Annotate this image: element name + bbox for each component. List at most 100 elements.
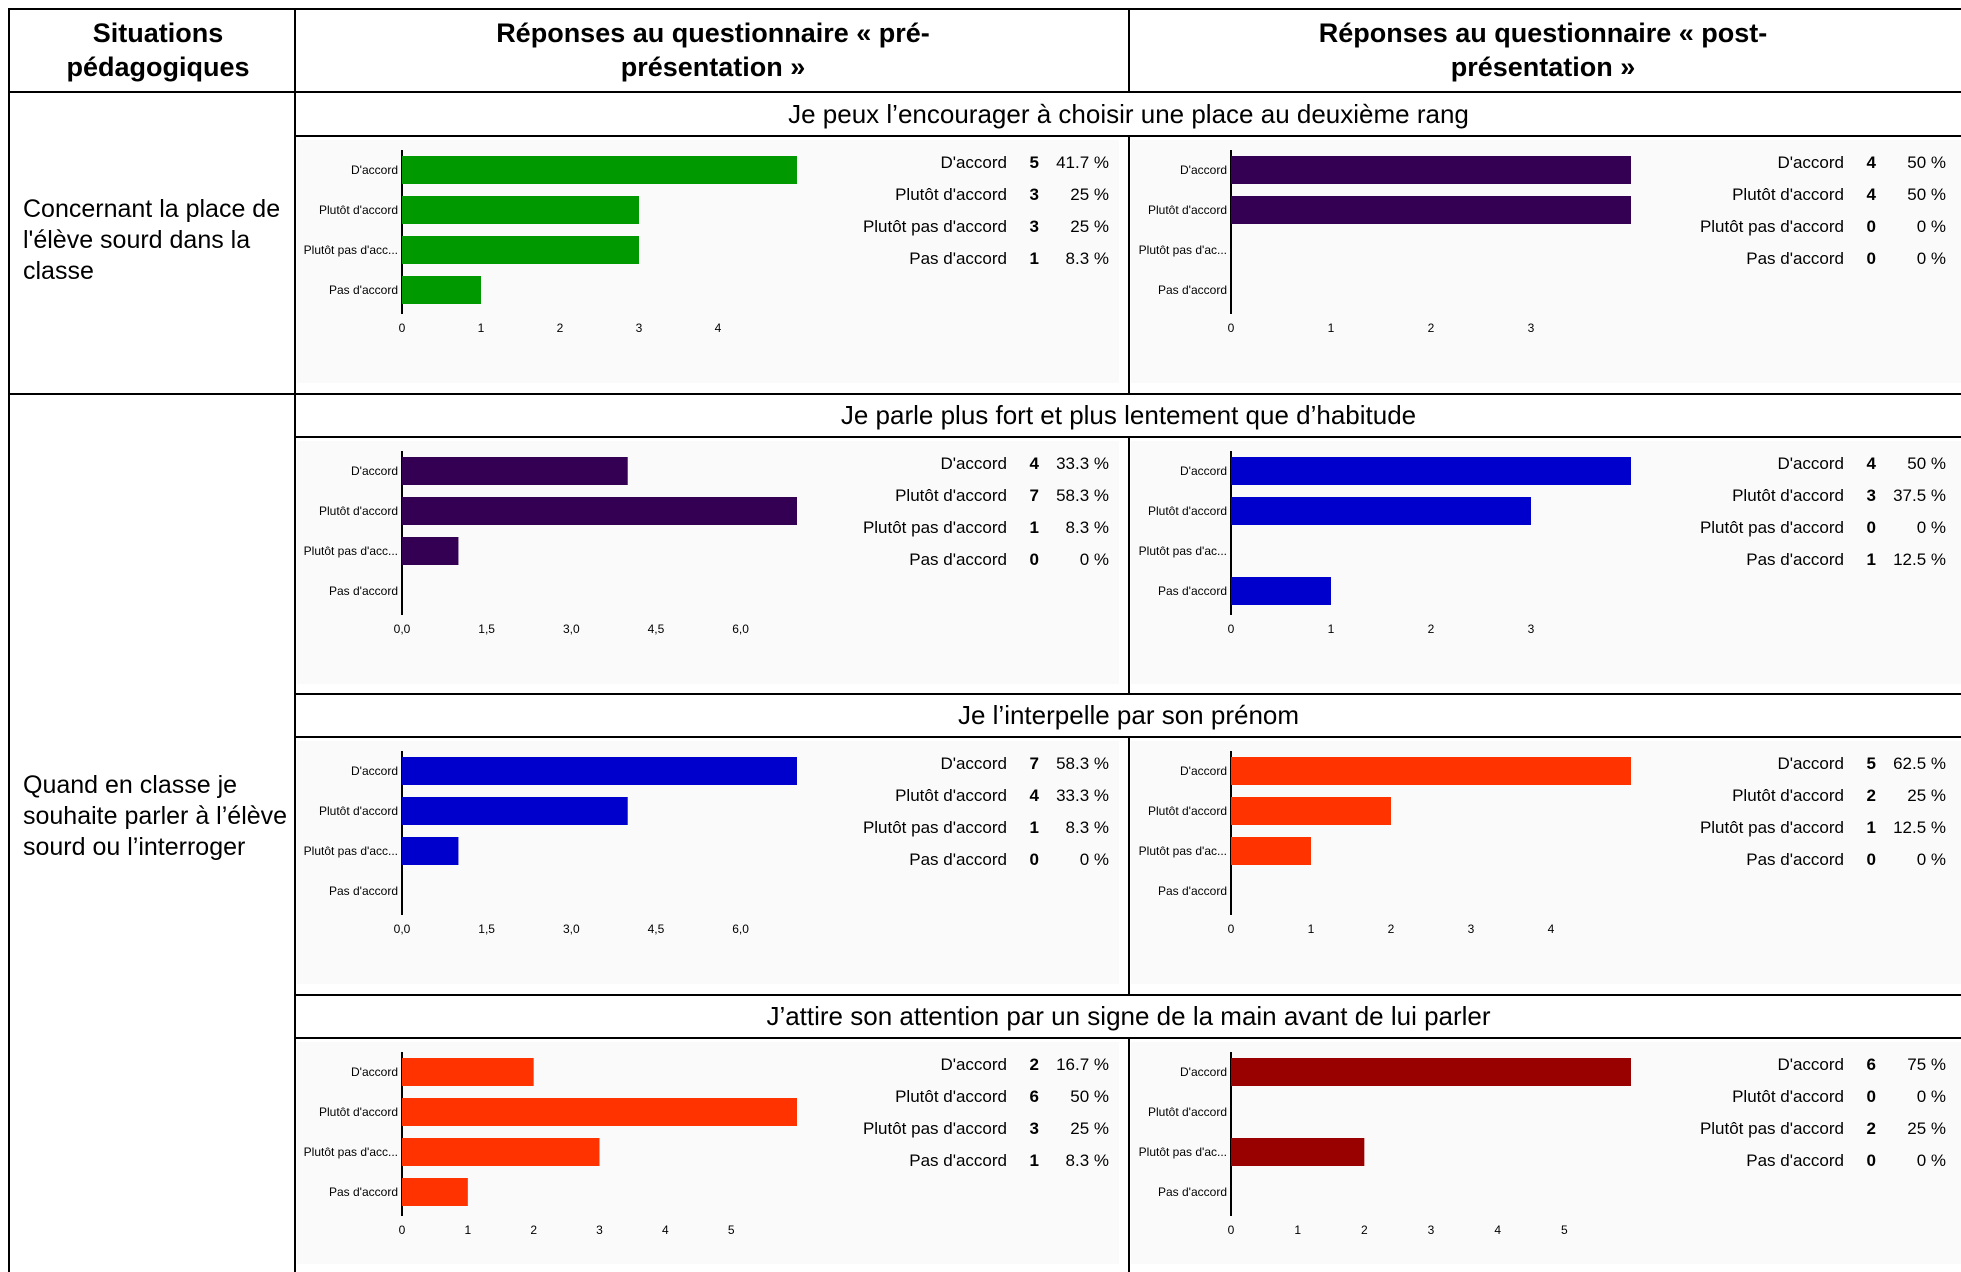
- legend-count-pas-d-accord: 0: [1867, 1151, 1876, 1170]
- legend-percent-pas-d-accord: 12.5 %: [1893, 550, 1946, 569]
- x-tick-label-1: 1: [1328, 622, 1335, 636]
- legend-count-pas-d-accord: 1: [1030, 249, 1039, 268]
- bar-plut-t-d-accord: [1231, 196, 1631, 224]
- legend-label-plut-t-d-accord: Plutôt d'accord: [895, 185, 1007, 204]
- x-tick-label-3: 3: [1528, 321, 1535, 335]
- bar-d-accord: [402, 757, 797, 785]
- bar-plut-t-pas-d-ac: [1231, 1138, 1365, 1166]
- x-tick-label-1: 1: [1308, 922, 1315, 936]
- legend-label-pas-d-accord: Pas d'accord: [909, 850, 1007, 869]
- x-tick-label-1: 1: [1294, 1223, 1301, 1237]
- legend-count-plut-t-pas-d-accord: 1: [1030, 518, 1039, 537]
- category-label-plut-t-d-accord: Plutôt d'accord: [319, 804, 398, 818]
- x-tick-label-5: 5: [728, 1223, 735, 1237]
- legend-percent-plut-t-pas-d-accord: 12.5 %: [1893, 818, 1946, 837]
- category-label-plut-t-d-accord: Plutôt d'accord: [1148, 203, 1227, 217]
- legend-percent-plut-t-pas-d-accord: 0 %: [1917, 518, 1946, 537]
- legend-count-plut-t-d-accord: 3: [1030, 185, 1039, 204]
- question-4: J’attire son attention par un signe de l…: [766, 1001, 1491, 1031]
- category-label-d-accord: D'accord: [351, 163, 398, 177]
- legend-label-plut-t-d-accord: Plutôt d'accord: [895, 486, 1007, 505]
- legend-label-d-accord: D'accord: [940, 454, 1007, 473]
- legend-count-pas-d-accord: 0: [1030, 850, 1039, 869]
- category-label-plut-t-pas-d-ac: Plutôt pas d'ac...: [1139, 844, 1227, 858]
- legend-percent-d-accord: 16.7 %: [1056, 1055, 1109, 1074]
- x-tick-label-0: 0: [1228, 922, 1235, 936]
- legend-count-plut-t-d-accord: 7: [1030, 486, 1039, 505]
- x-tick-label-0: 0,0: [394, 922, 411, 936]
- bar-pas-d-accord: [402, 1178, 468, 1206]
- x-tick-label-1: 1,5: [478, 922, 495, 936]
- category-label-d-accord: D'accord: [351, 464, 398, 478]
- legend-count-plut-t-d-accord: 0: [1867, 1087, 1876, 1106]
- legend-count-d-accord: 5: [1030, 153, 1039, 172]
- header-post: Réponses au questionnaire « post-présent…: [1318, 18, 1768, 82]
- category-label-plut-t-pas-d-acc: Plutôt pas d'acc...: [304, 243, 398, 257]
- legend-percent-plut-t-d-accord: 58.3 %: [1056, 486, 1109, 505]
- x-tick-label-2: 2: [1388, 922, 1395, 936]
- x-tick-label-0: 0: [1228, 622, 1235, 636]
- bar-d-accord: [1231, 757, 1631, 785]
- legend-count-plut-t-pas-d-accord: 3: [1030, 217, 1039, 236]
- x-tick-label-4: 4: [1494, 1223, 1501, 1237]
- bar-d-accord: [402, 457, 628, 485]
- legend-label-d-accord: D'accord: [940, 153, 1007, 172]
- legend-label-plut-t-d-accord: Plutôt d'accord: [895, 786, 1007, 805]
- legend-percent-plut-t-pas-d-accord: 0 %: [1917, 217, 1946, 236]
- bar-plut-t-pas-d-acc: [402, 537, 459, 565]
- legend-label-plut-t-d-accord: Plutôt d'accord: [1732, 185, 1844, 204]
- legend-count-pas-d-accord: 0: [1867, 249, 1876, 268]
- x-tick-label-2: 2: [557, 321, 564, 335]
- situation-place: Concernant la place de l'élève sourd dan…: [23, 195, 281, 285]
- category-label-plut-t-pas-d-acc: Plutôt pas d'acc...: [304, 844, 398, 858]
- x-tick-label-2: 3,0: [563, 622, 580, 636]
- x-tick-label-0: 0: [399, 321, 406, 335]
- legend-count-plut-t-d-accord: 3: [1867, 486, 1876, 505]
- x-tick-label-3: 4,5: [648, 922, 665, 936]
- header-pre: Réponses au questionnaire « pré-présenta…: [496, 18, 930, 82]
- legend-count-plut-t-d-accord: 4: [1030, 786, 1040, 805]
- legend-count-plut-t-pas-d-accord: 0: [1867, 217, 1876, 236]
- legend-label-d-accord: D'accord: [1777, 153, 1844, 172]
- x-tick-label-2: 2: [530, 1223, 537, 1237]
- situation-parler: Quand en classe je souhaite parler à l’é…: [23, 771, 288, 861]
- category-label-plut-t-pas-d-acc: Plutôt pas d'acc...: [304, 544, 398, 558]
- legend-percent-plut-t-d-accord: 50 %: [1070, 1087, 1109, 1106]
- bar-plut-t-d-accord: [402, 797, 628, 825]
- legend-percent-plut-t-d-accord: 25 %: [1907, 786, 1946, 805]
- legend-label-plut-t-d-accord: Plutôt d'accord: [1732, 1087, 1844, 1106]
- legend-count-plut-t-pas-d-accord: 1: [1867, 818, 1876, 837]
- category-label-plut-t-pas-d-ac: Plutôt pas d'ac...: [1139, 1145, 1227, 1159]
- legend-count-d-accord: 4: [1867, 454, 1877, 473]
- legend-percent-d-accord: 75 %: [1907, 1055, 1946, 1074]
- legend-count-plut-t-d-accord: 4: [1867, 185, 1877, 204]
- legend-percent-plut-t-d-accord: 37.5 %: [1893, 486, 1946, 505]
- bar-d-accord: [1231, 156, 1631, 184]
- category-label-plut-t-d-accord: Plutôt d'accord: [319, 504, 398, 518]
- legend-label-pas-d-accord: Pas d'accord: [1746, 550, 1844, 569]
- chart-q4-post: D'accord Plutôt d'accord Plutôt pas d'ac..…: [1131, 1042, 1961, 1264]
- x-tick-label-4: 6,0: [732, 622, 749, 636]
- category-label-plut-t-pas-d-acc: Plutôt pas d'acc...: [304, 1145, 398, 1159]
- category-label-plut-t-pas-d-ac: Plutôt pas d'ac...: [1139, 243, 1227, 257]
- category-label-plut-t-d-accord: Plutôt d'accord: [319, 1105, 398, 1119]
- category-label-pas-d-accord: Pas d'accord: [329, 884, 398, 898]
- x-tick-label-1: 1: [1328, 321, 1335, 335]
- x-tick-label-3: 4,5: [648, 622, 665, 636]
- legend-percent-pas-d-accord: 8.3 %: [1066, 1151, 1109, 1170]
- category-label-d-accord: D'accord: [1180, 764, 1227, 778]
- category-label-pas-d-accord: Pas d'accord: [329, 584, 398, 598]
- legend-label-plut-t-pas-d-accord: Plutôt pas d'accord: [863, 1119, 1007, 1138]
- legend-percent-pas-d-accord: 0 %: [1080, 850, 1109, 869]
- x-tick-label-1: 1: [478, 321, 485, 335]
- header-situations: Situations pédagogiques: [66, 18, 250, 82]
- legend-label-plut-t-pas-d-accord: Plutôt pas d'accord: [1700, 1119, 1844, 1138]
- bar-plut-t-pas-d-ac: [1231, 837, 1311, 865]
- x-tick-label-3: 3: [1528, 622, 1535, 636]
- x-tick-label-5: 5: [1561, 1223, 1568, 1237]
- x-tick-label-1: 1,5: [478, 622, 495, 636]
- x-tick-label-3: 3: [1428, 1223, 1435, 1237]
- x-tick-label-4: 4: [715, 321, 722, 335]
- legend-count-d-accord: 4: [1030, 454, 1040, 473]
- legend-label-d-accord: D'accord: [1777, 1055, 1844, 1074]
